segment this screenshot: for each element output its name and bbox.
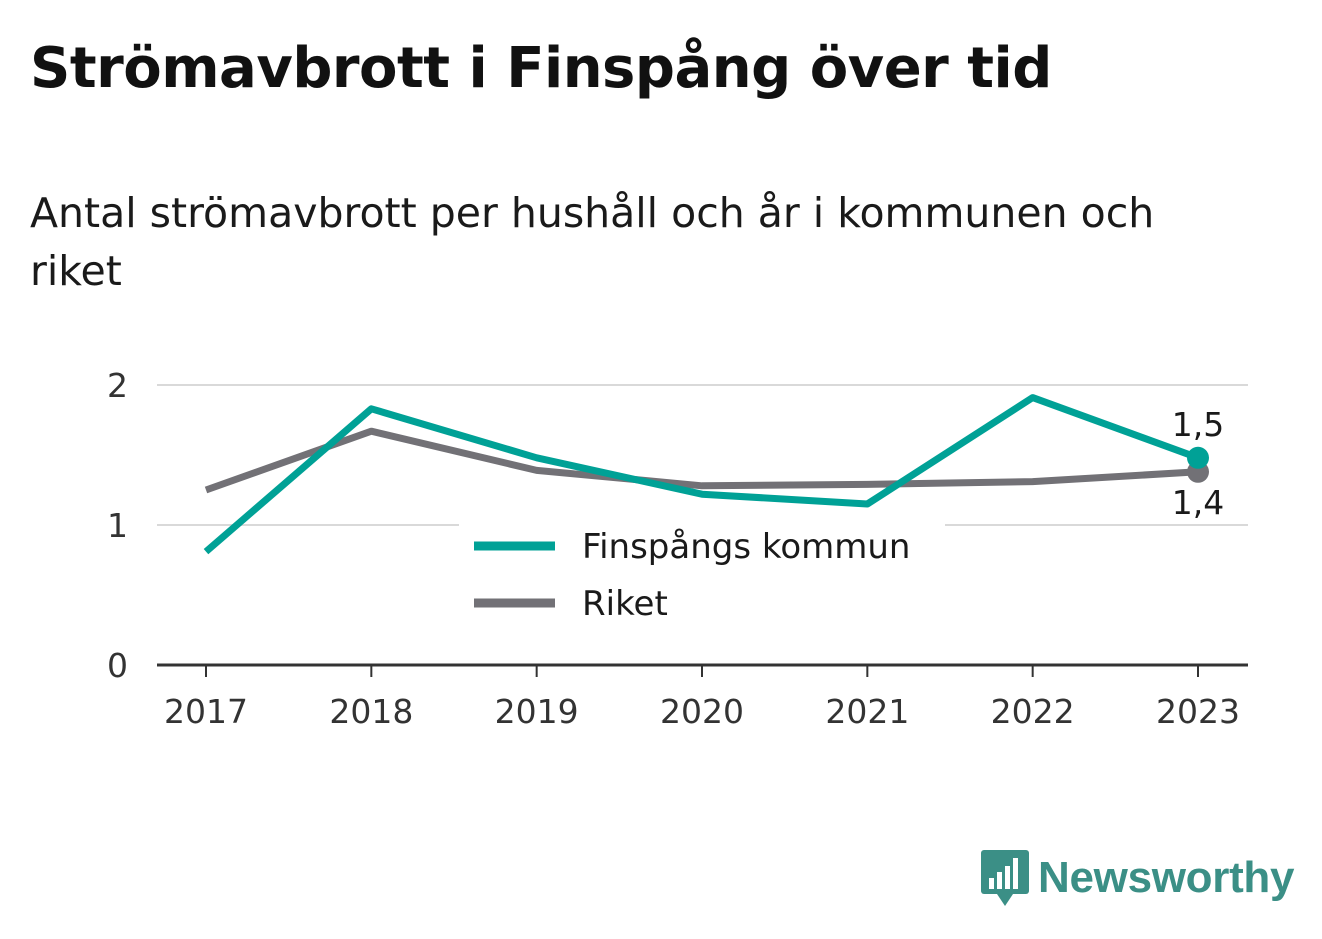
brand-name: Newsworthy	[1038, 853, 1295, 902]
x-tick-label: 2023	[1156, 692, 1240, 731]
series-line	[203, 394, 1200, 555]
y-tick-label: 0	[107, 646, 128, 685]
legend-label: Finspångs kommun	[582, 527, 910, 567]
newsworthy-brand: Newsworthy	[980, 846, 1294, 910]
chart-title: Strömavbrott i Finspång över tid	[30, 36, 1052, 101]
y-tick-label: 2	[107, 366, 128, 405]
x-axis: 2017 2018 2019 2020 2021 2022 2023	[157, 663, 1248, 731]
data-label: 1,4	[1172, 483, 1224, 522]
legend: Finspångs kommun Riket	[459, 524, 945, 640]
legend-label: Riket	[582, 584, 668, 624]
x-tick-label: 2020	[660, 692, 744, 731]
x-tick-label: 2022	[991, 692, 1075, 731]
x-tick-label: 2018	[329, 692, 413, 731]
y-tick-label: 1	[107, 506, 128, 545]
series-line	[204, 427, 1199, 494]
x-tick-label: 2017	[164, 692, 248, 731]
bar-chart-speech-bubble-icon	[981, 850, 1029, 906]
end-labels: 1,5 1,4	[1172, 405, 1224, 522]
x-tick-label: 2021	[825, 692, 909, 731]
x-tick-label: 2019	[495, 692, 579, 731]
chart-subtitle: Antal strömavbrott per hushåll och år i …	[30, 189, 1155, 295]
series-end-point	[1187, 446, 1209, 469]
data-label: 1,5	[1172, 405, 1224, 444]
series-lines	[203, 394, 1209, 555]
